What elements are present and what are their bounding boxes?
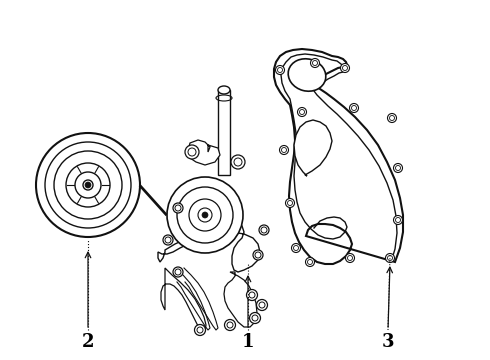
Polygon shape	[274, 49, 403, 264]
Polygon shape	[224, 272, 257, 327]
Circle shape	[163, 235, 173, 245]
Circle shape	[341, 63, 349, 72]
Circle shape	[297, 108, 307, 117]
Ellipse shape	[288, 59, 326, 91]
Text: 3: 3	[382, 333, 394, 351]
Circle shape	[349, 104, 359, 112]
Circle shape	[167, 177, 243, 253]
Text: 2: 2	[82, 333, 94, 351]
Circle shape	[386, 253, 394, 262]
Circle shape	[393, 216, 402, 225]
Circle shape	[195, 324, 205, 336]
Circle shape	[393, 163, 402, 172]
Circle shape	[224, 320, 236, 330]
Circle shape	[345, 253, 354, 262]
Circle shape	[259, 225, 269, 235]
Circle shape	[305, 257, 315, 266]
Circle shape	[256, 300, 268, 310]
Polygon shape	[294, 120, 332, 176]
Circle shape	[292, 243, 300, 252]
Polygon shape	[188, 140, 220, 165]
Circle shape	[249, 312, 261, 324]
Circle shape	[173, 267, 183, 277]
Circle shape	[286, 198, 294, 207]
Circle shape	[231, 155, 245, 169]
Circle shape	[246, 289, 258, 301]
Circle shape	[85, 182, 91, 188]
Text: 1: 1	[242, 333, 254, 351]
Circle shape	[173, 203, 183, 213]
Circle shape	[202, 212, 208, 218]
Circle shape	[253, 250, 263, 260]
Circle shape	[275, 66, 285, 75]
Polygon shape	[161, 268, 206, 330]
Circle shape	[311, 58, 319, 68]
Circle shape	[388, 113, 396, 122]
Ellipse shape	[218, 86, 230, 94]
Circle shape	[279, 145, 289, 154]
Polygon shape	[158, 220, 260, 272]
Circle shape	[185, 145, 199, 159]
Polygon shape	[218, 90, 230, 175]
